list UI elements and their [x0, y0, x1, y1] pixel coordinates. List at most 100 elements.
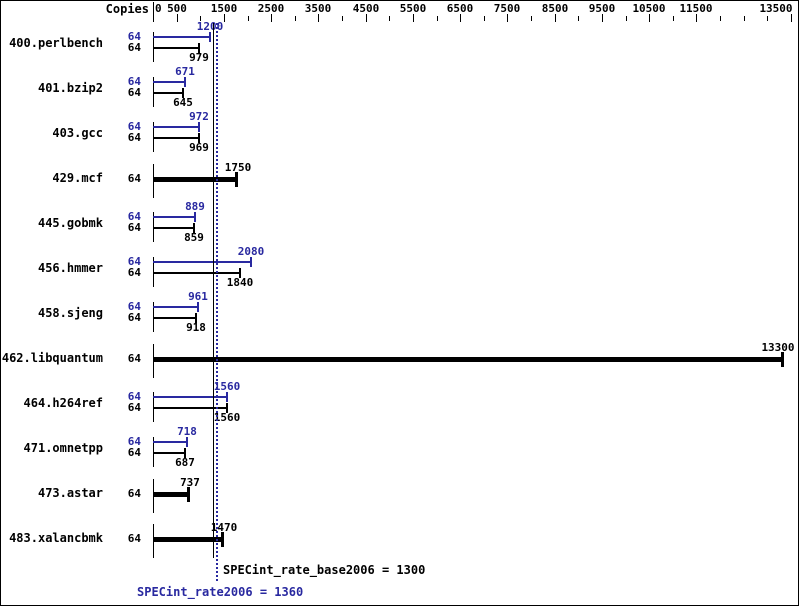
base-bar: [153, 407, 227, 409]
x-axis-tick: [649, 14, 650, 22]
x-axis-tick: [484, 16, 485, 21]
copies-label: 64: [127, 86, 141, 99]
x-axis-tick: [791, 14, 792, 22]
base-peak-bar: [153, 177, 236, 182]
bar-end-tick: [781, 352, 784, 367]
benchmark-name-label: 471.omnetpp: [23, 441, 103, 455]
copies-label: 64: [127, 352, 141, 365]
base-peak-bar: [153, 357, 782, 362]
x-axis-tick: [224, 14, 225, 22]
benchmark-name-label: 473.astar: [37, 486, 103, 500]
x-axis-tick-label: 1500: [210, 2, 238, 15]
peak-bar: [153, 36, 210, 38]
peak-value-label: 1200: [196, 20, 224, 33]
benchmark-name-label: 458.sjeng: [37, 306, 103, 320]
benchmark-name-label: 445.gobmk: [37, 216, 103, 230]
copies-label: 64: [127, 532, 141, 545]
base-value-label: 979: [189, 51, 209, 64]
x-axis-tick-label: 13500: [759, 2, 793, 15]
benchmark-name-label: 400.perlbench: [9, 36, 103, 50]
x-axis-tick-label: 8500: [541, 2, 569, 15]
x-axis-tick: [578, 16, 579, 21]
base-value-label: 859: [184, 231, 204, 244]
base-reference-label: SPECint_rate_base2006 = 1300: [223, 563, 426, 577]
peak-value-label: 961: [188, 290, 208, 303]
copies-label: 64: [127, 75, 141, 88]
copies-label: 64: [127, 300, 141, 313]
peak-bar: [153, 441, 187, 443]
peak-value-label: 972: [189, 110, 209, 123]
benchmark-name-label: 403.gcc: [52, 126, 103, 140]
x-axis-tick: [696, 14, 697, 22]
x-axis-tick: [342, 16, 343, 21]
bar-end-tick: [193, 223, 195, 233]
bar-end-tick: [221, 532, 224, 547]
x-axis-tick-label: 9500: [588, 2, 616, 15]
bar-end-tick: [184, 448, 186, 458]
base-bar: [153, 452, 185, 454]
peak-reference-label: SPECint_rate2006 = 1360: [137, 585, 304, 599]
bar-end-tick: [184, 77, 186, 87]
base-value-label: 645: [173, 96, 193, 109]
bar-end-tick: [235, 172, 238, 187]
copies-label: 64: [127, 41, 141, 54]
bar-end-tick: [209, 32, 211, 42]
bar-end-tick: [197, 302, 199, 312]
benchmark-name-label: 483.xalancbmk: [9, 531, 103, 545]
base-value-label: 918: [186, 321, 206, 334]
copies-label: 64: [127, 221, 141, 234]
base-bar: [153, 317, 196, 319]
bar-end-tick: [182, 88, 184, 98]
peak-bar: [153, 306, 198, 308]
x-axis-tick: [673, 16, 674, 21]
copies-label: 64: [127, 266, 141, 279]
x-axis-tick-label: 500: [167, 2, 187, 15]
value-label: 1470: [210, 521, 238, 534]
peak-value-label: 2080: [237, 245, 265, 258]
base-value-label: 1560: [213, 411, 241, 424]
bar-end-tick: [198, 133, 200, 143]
x-axis-tick: [602, 14, 603, 22]
peak-bar: [153, 261, 251, 263]
copies-label: 64: [127, 435, 141, 448]
copies-column-header: Copies: [105, 2, 149, 16]
x-axis-tick: [318, 14, 319, 22]
copies-label: 64: [127, 172, 141, 185]
x-axis-tick: [413, 14, 414, 22]
benchmark-name-label: 464.h264ref: [23, 396, 103, 410]
copies-label: 64: [127, 131, 141, 144]
x-axis-zero-line: [153, 2, 154, 22]
x-axis-tick: [720, 16, 721, 21]
peak-bar: [153, 81, 185, 83]
x-axis-tick-label: 2500: [257, 2, 285, 15]
base-bar: [153, 137, 199, 139]
bar-end-tick: [239, 268, 241, 278]
bar-end-tick: [187, 487, 190, 502]
benchmark-name-label: 429.mcf: [52, 171, 103, 185]
base-bar: [153, 227, 194, 229]
bar-end-tick: [226, 392, 228, 402]
copies-label: 64: [127, 446, 141, 459]
x-axis-tick: [507, 14, 508, 22]
benchmark-name-label: 462.libquantum: [1, 351, 103, 365]
x-axis-tick: [744, 16, 745, 21]
copies-label: 64: [127, 210, 141, 223]
x-axis-tick: [271, 14, 272, 22]
copies-label: 64: [127, 311, 141, 324]
x-axis-tick-label: 3500: [304, 2, 332, 15]
base-peak-bar: [153, 492, 188, 497]
x-axis-tick: [248, 16, 249, 21]
peak-value-label: 889: [185, 200, 205, 213]
benchmark-name-label: 456.hmmer: [37, 261, 103, 275]
x-axis-tick: [389, 16, 390, 21]
peak-bar: [153, 216, 195, 218]
x-axis-tick: [460, 14, 461, 22]
base-bar: [153, 47, 199, 49]
bar-end-tick: [198, 43, 200, 53]
copies-label: 64: [127, 255, 141, 268]
x-axis-tick: [767, 16, 768, 21]
x-axis-tick: [531, 16, 532, 21]
x-axis-tick-label: 5500: [399, 2, 427, 15]
peak-value-label: 718: [177, 425, 197, 438]
